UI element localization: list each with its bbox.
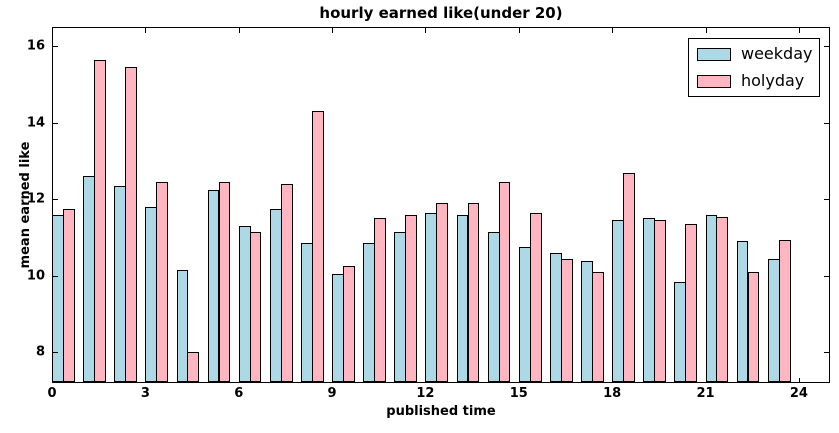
bar-holyday-22	[747, 272, 760, 382]
x-tick-top	[518, 28, 520, 33]
x-tick-top	[705, 28, 707, 33]
bar-holyday-1	[94, 59, 106, 382]
y-tick-label: 10	[26, 268, 45, 284]
bar-weekday-4	[176, 270, 189, 382]
x-tick	[798, 378, 800, 383]
y-tick-right	[824, 122, 829, 124]
x-tick-top	[798, 28, 800, 33]
bar-holyday-12	[436, 203, 449, 382]
y-tick-label: 12	[26, 191, 45, 207]
legend-item-holyday: holyday	[697, 70, 811, 92]
y-tick	[53, 199, 58, 201]
bar-holyday-2	[125, 67, 137, 382]
x-tick-label: 3	[140, 386, 150, 401]
x-axis-label: published time	[386, 404, 496, 419]
x-tick-label: 21	[696, 386, 715, 401]
bar-holyday-10	[374, 218, 386, 382]
x-tick-top	[332, 28, 334, 33]
bar-holyday-9	[343, 266, 355, 382]
y-tick-right	[824, 275, 829, 277]
bar-holyday-20	[685, 224, 698, 382]
holyday-swatch-icon	[697, 74, 731, 88]
x-tick	[332, 378, 334, 383]
x-tick	[425, 378, 427, 383]
bar-holyday-16	[560, 258, 573, 382]
x-tick	[612, 378, 614, 383]
y-tick-right	[824, 199, 829, 201]
y-tick-label: 14	[26, 115, 45, 131]
x-tick-label: 18	[603, 386, 622, 401]
bar-holyday-13	[467, 203, 480, 382]
bar-holyday-5	[218, 182, 231, 382]
legend-label-holyday: holyday	[741, 71, 805, 90]
x-tick-top	[612, 28, 614, 33]
bar-holyday-4	[187, 352, 200, 382]
bar-holyday-18	[623, 172, 635, 382]
x-tick-top	[52, 28, 53, 33]
x-tick-label: 15	[509, 386, 528, 401]
bar-holyday-15	[529, 212, 542, 382]
y-tick	[53, 122, 58, 124]
weekday-swatch-icon	[697, 47, 731, 61]
y-tick-right	[824, 46, 829, 48]
bar-holyday-23	[778, 239, 791, 382]
bar-holyday-7	[280, 183, 293, 382]
bar-holyday-11	[405, 214, 418, 382]
x-tick-label: 6	[234, 386, 244, 401]
legend-item-weekday: weekday	[697, 43, 813, 65]
x-tick-top	[425, 28, 427, 33]
x-tick-label: 12	[416, 386, 435, 401]
x-tick	[52, 378, 53, 383]
x-tick-label: 24	[789, 386, 808, 401]
x-tick-top	[145, 28, 147, 33]
y-tick	[53, 275, 58, 277]
x-tick-label: 0	[47, 386, 57, 401]
chart-title: hourly earned like(under 20)	[319, 4, 563, 22]
y-tick	[53, 352, 58, 354]
legend-label-weekday: weekday	[741, 44, 813, 63]
x-tick-label: 9	[327, 386, 337, 401]
x-tick-top	[238, 28, 240, 33]
bar-holyday-17	[591, 272, 604, 382]
x-tick	[518, 378, 520, 383]
legend: weekday holyday	[688, 38, 820, 97]
bar-holyday-0	[62, 208, 75, 382]
y-tick-right	[824, 352, 829, 354]
bar-holyday-3	[156, 182, 169, 382]
y-tick-label: 8	[35, 344, 45, 360]
x-tick	[145, 378, 147, 383]
x-tick	[238, 378, 240, 383]
bar-holyday-19	[654, 220, 667, 382]
x-tick	[705, 378, 707, 383]
bar-holyday-8	[311, 111, 324, 382]
bar-holyday-6	[249, 231, 262, 382]
bar-holyday-21	[716, 216, 729, 382]
bar-holyday-14	[498, 182, 511, 382]
y-tick-label: 16	[26, 38, 45, 54]
y-tick	[53, 46, 58, 48]
